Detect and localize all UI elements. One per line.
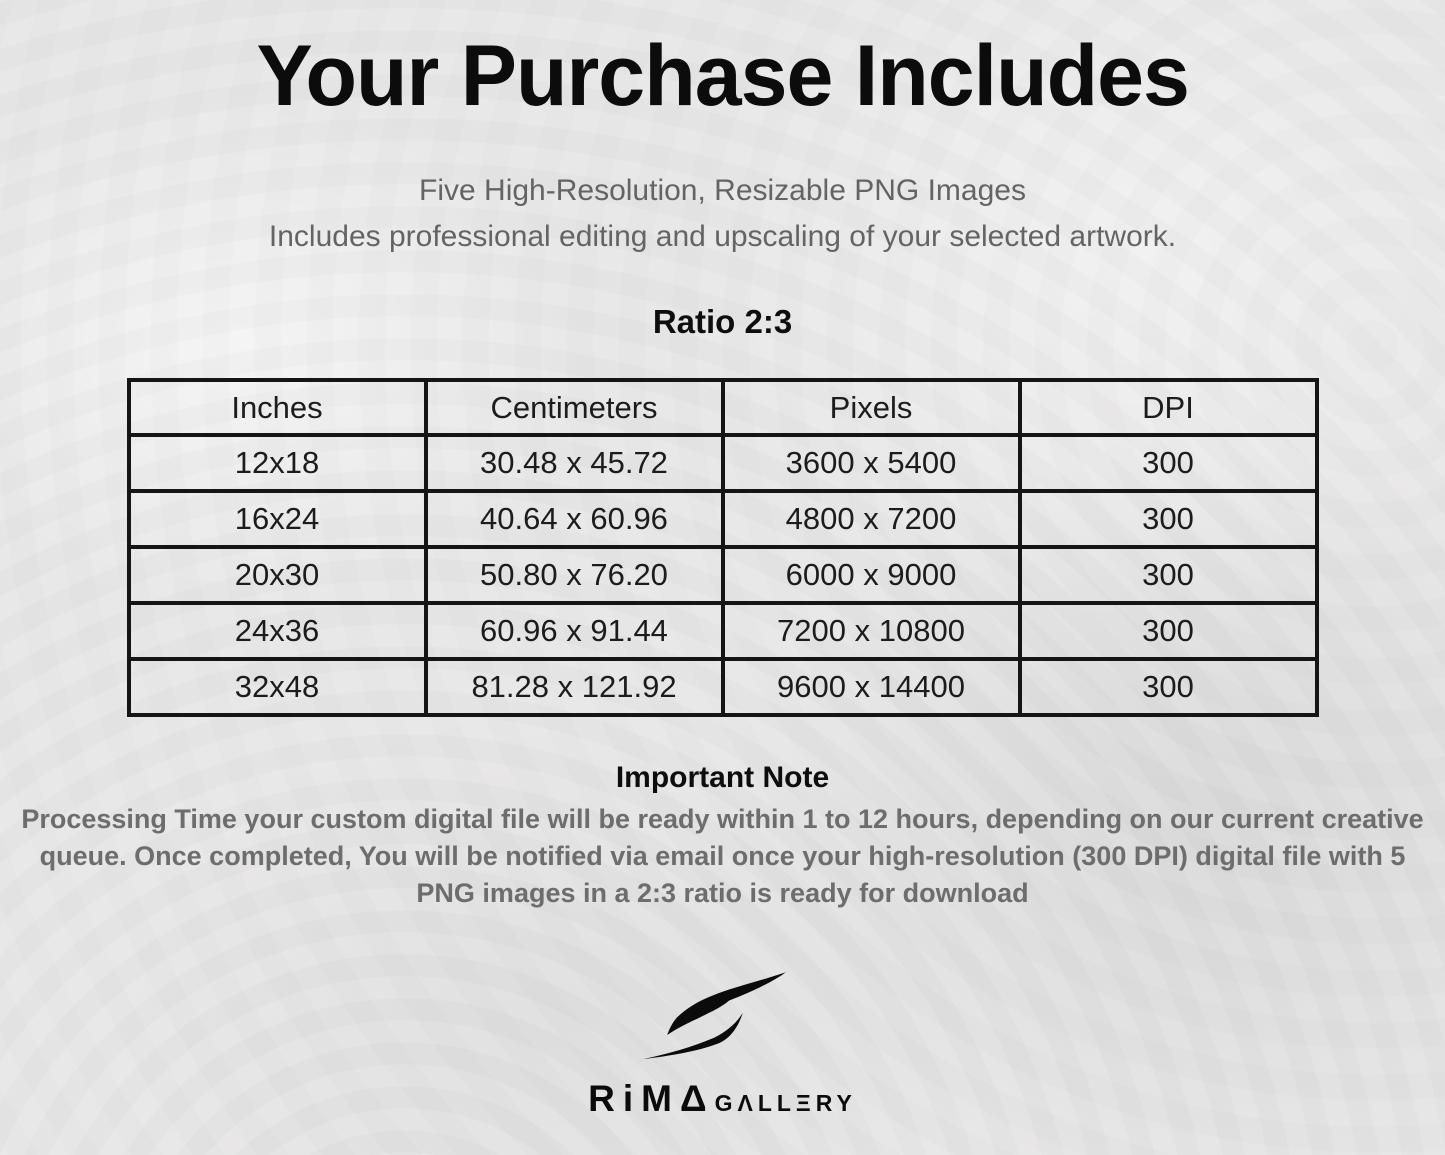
column-header-pixels: Pixels (720, 378, 1022, 437)
note-body: Processing Time your custom digital file… (21, 804, 1424, 908)
cell-inches: 20x30 (126, 545, 428, 605)
cell-inches: 16x24 (126, 489, 428, 549)
table-row: 32x48 81.28 x 121.92 9600 x 14400 300 (126, 657, 1319, 717)
cell-dpi: 300 (1017, 433, 1319, 493)
table-row: 16x24 40.64 x 60.96 4800 x 7200 300 (126, 489, 1319, 549)
table-header-row: Inches Centimeters Pixels DPI (126, 378, 1319, 437)
ratio-heading: Ratio 2:3 (652, 303, 793, 340)
table-row: 24x36 60.96 x 91.44 7200 x 10800 300 (126, 601, 1319, 661)
cell-inches: 32x48 (126, 657, 428, 717)
brand-wordmark: RiMΔ GΛLLΞRY (588, 1078, 857, 1120)
note-heading: Important Note (615, 761, 830, 794)
cell-dpi: 300 (1017, 489, 1319, 549)
subtitle: Five High-Resolution, Resizable PNG Imag… (269, 168, 1176, 260)
cell-pixels: 9600 x 14400 (720, 657, 1022, 717)
double-swoosh-icon (642, 972, 786, 1060)
subtitle-line1: Five High-Resolution, Resizable PNG Imag… (419, 174, 1026, 207)
cell-pixels: 3600 x 5400 (720, 433, 1022, 493)
subtitle-line2: Includes professional editing and upscal… (268, 220, 1177, 253)
cell-dpi: 300 (1017, 601, 1319, 661)
cell-centimeters: 60.96 x 91.44 (423, 601, 725, 661)
brand-suffix: GΛLLΞRY (714, 1090, 857, 1116)
cell-dpi: 300 (1017, 545, 1319, 605)
cell-centimeters: 40.64 x 60.96 (423, 489, 725, 549)
cell-pixels: 6000 x 9000 (720, 545, 1022, 605)
cell-centimeters: 81.28 x 121.92 (423, 657, 725, 717)
size-table: Inches Centimeters Pixels DPI 12x18 30.4… (126, 378, 1319, 717)
column-header-inches: Inches (126, 378, 428, 437)
table-row: 12x18 30.48 x 45.72 3600 x 5400 300 (126, 433, 1319, 493)
column-header-dpi: DPI (1017, 378, 1319, 437)
cell-centimeters: 30.48 x 45.72 (423, 433, 725, 493)
content-column: Your Purchase Includes Five High-Resolut… (21, 28, 1424, 1120)
cell-inches: 12x18 (126, 433, 428, 493)
table-row: 20x30 50.80 x 76.20 6000 x 9000 300 (126, 545, 1319, 605)
cell-centimeters: 50.80 x 76.20 (423, 545, 725, 605)
cell-pixels: 4800 x 7200 (720, 489, 1022, 549)
column-header-centimeters: Centimeters (423, 378, 725, 437)
cell-dpi: 300 (1017, 657, 1319, 717)
brand-logo: RiMΔ GΛLLΞRY (588, 958, 857, 1120)
cell-pixels: 7200 x 10800 (720, 601, 1022, 661)
cell-inches: 24x36 (126, 601, 428, 661)
brand-name: RiMΔ (588, 1078, 715, 1119)
page-title: Your Purchase Includes (256, 28, 1189, 124)
